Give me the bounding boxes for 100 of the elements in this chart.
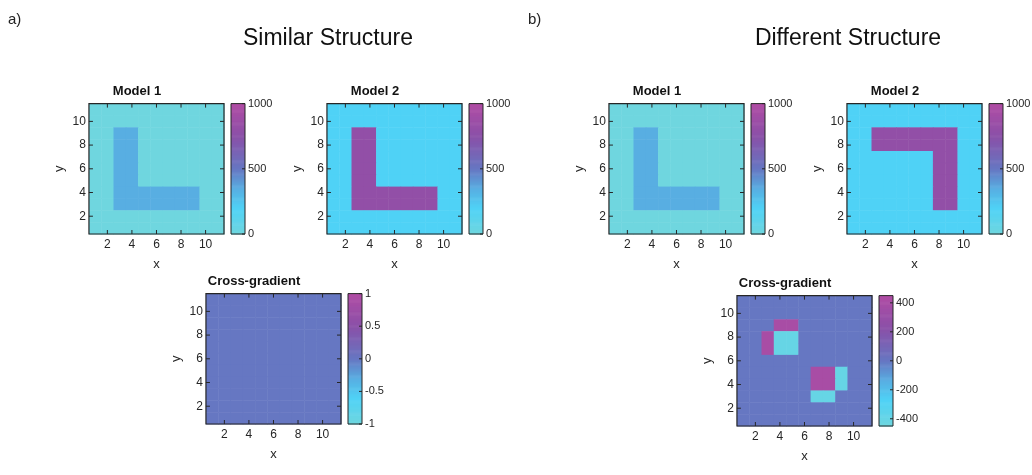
color-bar-label: 1000 xyxy=(486,96,511,109)
x-tick-label: 6 xyxy=(801,428,809,443)
x-tick-label: 8 xyxy=(177,236,185,251)
color-bar-label: 500 xyxy=(768,161,787,174)
x-tick-label: 6 xyxy=(270,426,278,441)
y-tick-label: 4 xyxy=(837,184,845,199)
x-tick-label: 10 xyxy=(436,236,451,251)
x-tick-label: 8 xyxy=(697,236,705,251)
x-axis-title: x xyxy=(911,255,919,271)
color-bar-label: 0 xyxy=(486,227,493,240)
chart-title: Cross-gradient xyxy=(207,273,301,289)
x-tick-label: 4 xyxy=(648,236,656,251)
y-tick-label: 10 xyxy=(189,303,204,318)
color-bar-label: 0.5 xyxy=(365,319,381,332)
y-tick-label: 2 xyxy=(837,208,845,223)
x-tick-label: 8 xyxy=(415,236,423,251)
x-tick-label: 8 xyxy=(825,428,833,443)
x-tick-label: 6 xyxy=(153,236,161,251)
x-tick-label: 8 xyxy=(294,426,302,441)
y-tick-label: 10 xyxy=(830,113,845,128)
color-bar-label: 0 xyxy=(365,351,372,364)
y-tick-label: 8 xyxy=(599,137,607,152)
text: b) xyxy=(528,10,542,27)
color-bar-label: 1000 xyxy=(248,96,273,109)
y-axis-title: y xyxy=(809,165,825,173)
color-bar-label: 400 xyxy=(896,295,915,308)
x-tick-label: 4 xyxy=(886,236,894,251)
x-tick-label: 4 xyxy=(128,236,136,251)
y-axis-title: y xyxy=(51,165,67,173)
y-tick-label: 4 xyxy=(196,374,204,389)
y-tick-label: 6 xyxy=(196,351,204,366)
x-tick-label: 4 xyxy=(245,426,253,441)
x-tick-label: 6 xyxy=(673,236,681,251)
y-tick-label: 6 xyxy=(727,353,735,368)
chart-title: Model 1 xyxy=(632,83,682,99)
y-tick-label: 4 xyxy=(317,184,325,199)
y-axis-title: y xyxy=(571,165,587,173)
color-bar-label: 1000 xyxy=(1006,96,1031,109)
x-axis-title: x xyxy=(673,255,681,271)
x-tick-label: 6 xyxy=(391,236,399,251)
color-bar-label: -0.5 xyxy=(365,384,384,397)
x-tick-label: 10 xyxy=(956,236,971,251)
y-tick-label: 8 xyxy=(317,137,325,152)
color-bar-label: 0 xyxy=(896,353,903,366)
text: Similar Structure xyxy=(242,24,414,51)
x-tick-label: 2 xyxy=(862,236,870,251)
x-tick-label: 2 xyxy=(221,426,229,441)
color-bar-label: 1000 xyxy=(768,96,793,109)
color-bar-label: -1 xyxy=(365,417,375,430)
chart-title: Model 1 xyxy=(112,83,162,99)
y-tick-label: 6 xyxy=(317,161,325,176)
color-bar-label: 0 xyxy=(248,227,255,240)
y-tick-label: 4 xyxy=(79,184,87,199)
color-bar-label: 0 xyxy=(768,227,775,240)
y-axis-title: y xyxy=(289,165,305,173)
y-tick-label: 8 xyxy=(79,137,87,152)
x-axis-title: x xyxy=(153,255,161,271)
x-tick-label: 2 xyxy=(752,428,760,443)
y-tick-label: 4 xyxy=(599,184,607,199)
y-tick-label: 6 xyxy=(79,161,87,176)
x-tick-label: 2 xyxy=(624,236,632,251)
y-tick-label: 2 xyxy=(599,208,607,223)
y-tick-label: 2 xyxy=(79,208,87,223)
x-axis-title: x xyxy=(391,255,399,271)
y-tick-label: 10 xyxy=(310,113,325,128)
y-tick-label: 4 xyxy=(727,376,735,391)
color-bar-label: 1 xyxy=(365,286,372,299)
y-tick-label: 10 xyxy=(720,305,735,320)
color-bar-label: 500 xyxy=(248,161,267,174)
color-bar-label: 0 xyxy=(1006,227,1013,240)
x-tick-label: 2 xyxy=(342,236,350,251)
y-tick-label: 6 xyxy=(599,161,607,176)
y-tick-label: 2 xyxy=(317,208,325,223)
x-tick-label: 6 xyxy=(911,236,919,251)
x-axis-title: x xyxy=(270,445,278,461)
x-tick-label: 4 xyxy=(366,236,374,251)
y-tick-label: 2 xyxy=(196,398,204,413)
y-tick-label: 8 xyxy=(196,327,204,342)
y-tick-label: 6 xyxy=(837,161,845,176)
x-axis-title: x xyxy=(801,447,809,463)
color-bar-label: -400 xyxy=(896,411,919,424)
color-bar-label: 500 xyxy=(1006,161,1025,174)
color-bar-label: -200 xyxy=(896,382,919,395)
y-tick-label: 8 xyxy=(727,329,735,344)
x-tick-label: 4 xyxy=(776,428,784,443)
y-tick-label: 10 xyxy=(72,113,87,128)
text: Different Structure xyxy=(753,24,943,51)
chart-title: Model 2 xyxy=(870,83,920,99)
color-bar-label: 500 xyxy=(486,161,505,174)
y-tick-label: 2 xyxy=(727,400,735,415)
x-tick-label: 8 xyxy=(935,236,943,251)
y-axis-title: y xyxy=(699,357,715,365)
y-axis-title: y xyxy=(168,355,184,363)
text: a) xyxy=(8,10,22,27)
chart-title: Model 2 xyxy=(350,83,400,99)
color-bar-label: 200 xyxy=(896,324,915,337)
y-tick-label: 8 xyxy=(837,137,845,152)
y-tick-label: 10 xyxy=(592,113,607,128)
chart-title: Cross-gradient xyxy=(738,275,832,291)
x-tick-label: 2 xyxy=(104,236,112,251)
